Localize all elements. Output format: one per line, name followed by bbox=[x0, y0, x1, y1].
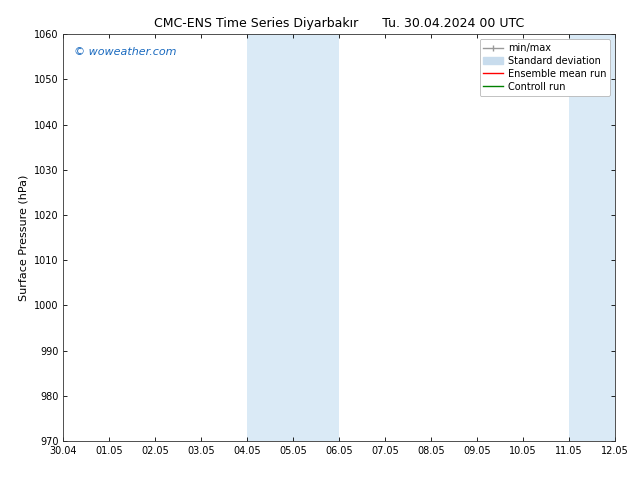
Y-axis label: Surface Pressure (hPa): Surface Pressure (hPa) bbox=[18, 174, 29, 301]
Bar bbox=[569, 34, 615, 441]
Title: CMC-ENS Time Series Diyarbakır      Tu. 30.04.2024 00 UTC: CMC-ENS Time Series Diyarbakır Tu. 30.04… bbox=[154, 17, 524, 30]
Bar bbox=[247, 34, 339, 441]
Text: © woweather.com: © woweather.com bbox=[74, 47, 177, 56]
Legend: min/max, Standard deviation, Ensemble mean run, Controll run: min/max, Standard deviation, Ensemble me… bbox=[479, 39, 610, 96]
